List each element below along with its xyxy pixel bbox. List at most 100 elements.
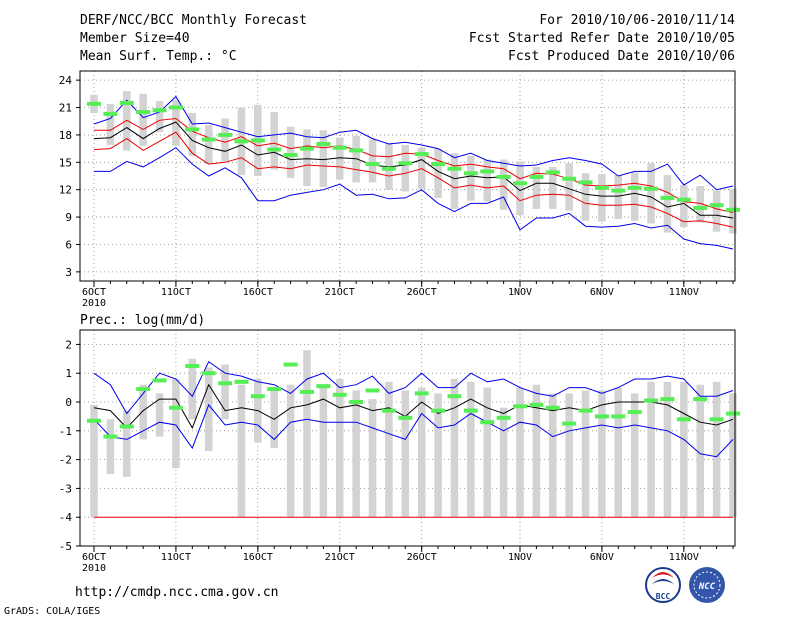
prec-spread-box [417,387,426,518]
temp-x-tick-label: 6OCT [82,287,106,298]
prec-x-tick-label: 16OCT [243,552,273,563]
temp-y-tick-label: 15 [59,156,72,169]
temp-spread-box [368,139,377,183]
precipitation-variable-label: Prec.: log(mm/d) [80,313,205,328]
prec-member-mean-bar [152,378,167,383]
temp-member-mean-bar [644,186,659,191]
temp-spread-box [483,159,491,202]
temp-member-mean-bar [185,127,200,132]
temp-member-mean-bar [496,174,511,179]
prec-member-mean-bar [594,414,609,419]
temp-spread-box [516,161,524,216]
ncc-logo-inner-ring [693,571,721,599]
prec-member-mean-bar [726,411,740,416]
prec-member-mean-bar [201,371,216,376]
temp-spread-box [614,175,623,219]
temp-y-tick-label: 18 [59,129,72,142]
prec-spread-box [172,378,180,469]
bcc-logo-text: BCC [656,592,671,601]
prec-spread-box [286,384,295,518]
prec-y-tick-label: 2 [65,338,72,351]
temp-y-tick-label: 21 [59,102,72,115]
bcc-logo-swirl-red [652,572,674,578]
prec-spread-box [565,393,573,518]
temp-member-mean-bar [431,162,446,167]
temp-max-line [93,95,734,191]
prec-x-tick-label: 1NOV [508,552,532,563]
temp-member-mean-bar [119,100,134,105]
temp-member-mean-bar [267,147,282,152]
prec-spread-box [614,387,623,518]
prec-member-mean-bar [611,414,626,419]
prec-member-mean-bar [234,379,249,384]
prec-member-mean-bar [119,424,134,429]
temp-member-mean-bar [168,105,183,110]
prec-member-mean-bar [578,408,593,413]
temp-spread-box [696,186,704,223]
forecast-start-date-label: Fcst Started Refer Date 2010/10/05 [469,31,735,46]
prec-y-tick-label: -4 [59,511,73,524]
prec-member-mean-bar [562,421,577,426]
prec-member-mean-bar [332,392,347,397]
prec-y-tick-label: -3 [59,482,72,495]
temp-spread-box [188,113,197,156]
temp-x-tick-label: 26OCT [407,287,437,298]
source-url: http://cmdp.ncc.cma.gov.cn [75,585,279,600]
temp-spread-box [467,155,475,201]
temp-lower-line [93,131,734,228]
temp-member-mean-bar [693,205,708,210]
temp-spread-box [319,130,328,187]
prec-year-label: 2010 [82,563,106,574]
prec-y-tick-label: -2 [59,454,72,467]
temp-spread-box [499,159,508,210]
temp-member-mean-bar [414,152,429,157]
prec-spread-box [368,399,377,518]
prec-member-mean-bar [267,387,282,392]
prec-spread-box [336,378,344,518]
temp-member-mean-bar [513,181,527,186]
temp-x-tick-label: 11OCT [161,287,191,298]
temp-spread-box [549,166,557,209]
prec-spread-box [581,390,590,518]
prec-plot-frame [79,329,736,547]
temp-spread-box [598,174,606,222]
temp-member-mean-bar [381,166,396,171]
temp-x-tick-label: 11NOV [669,287,699,298]
prec-spread-box [467,381,475,518]
temp-spread-box [434,148,442,198]
temp-member-mean-bar [480,169,495,174]
prec-x-tick-label: 11OCT [161,552,191,563]
prec-spread-box [237,384,246,518]
ncc-logo-disc [689,567,725,603]
prec-spread-box [385,381,393,518]
prec-member-mean-bar [447,394,462,399]
temp-member-mean-bar [611,188,626,193]
bcc-logo: BCC [645,567,681,603]
prec-spread-box [188,358,197,420]
temp-spread-box [270,112,278,170]
temp-spread-box [286,126,295,178]
forecast-produced-date-label: Fcst Produced Date 2010/10/06 [508,49,735,64]
prec-spread-box [549,393,557,518]
prec-member-mean-bar [480,420,495,425]
prec-x-tick-label: 26OCT [407,552,437,563]
prec-spread-box [221,364,229,420]
prec-member-mean-bar [644,398,659,403]
prec-min-line [93,403,734,458]
prec-spread-box [630,393,639,518]
ncc-logo-text: NCC [698,582,716,592]
prec-spread-box [450,378,459,518]
temp-member-mean-bar [529,174,544,179]
temp-spread-box [139,93,147,146]
prec-spread-box [729,393,737,518]
temp-y-tick-label: 6 [65,238,72,251]
temp-member-mean-bar [709,203,724,208]
prec-spread-box [696,384,704,518]
temp-member-mean-bar [300,146,314,151]
prec-y-tick-label: -5 [59,540,72,553]
prec-member-mean-bar [414,391,429,396]
temp-member-mean-bar [234,139,249,144]
temp-x-tick-label: 6NOV [590,287,614,298]
grads-credit: GrADS: COLA/IGES [4,606,100,617]
prec-member-mean-bar [660,397,675,402]
